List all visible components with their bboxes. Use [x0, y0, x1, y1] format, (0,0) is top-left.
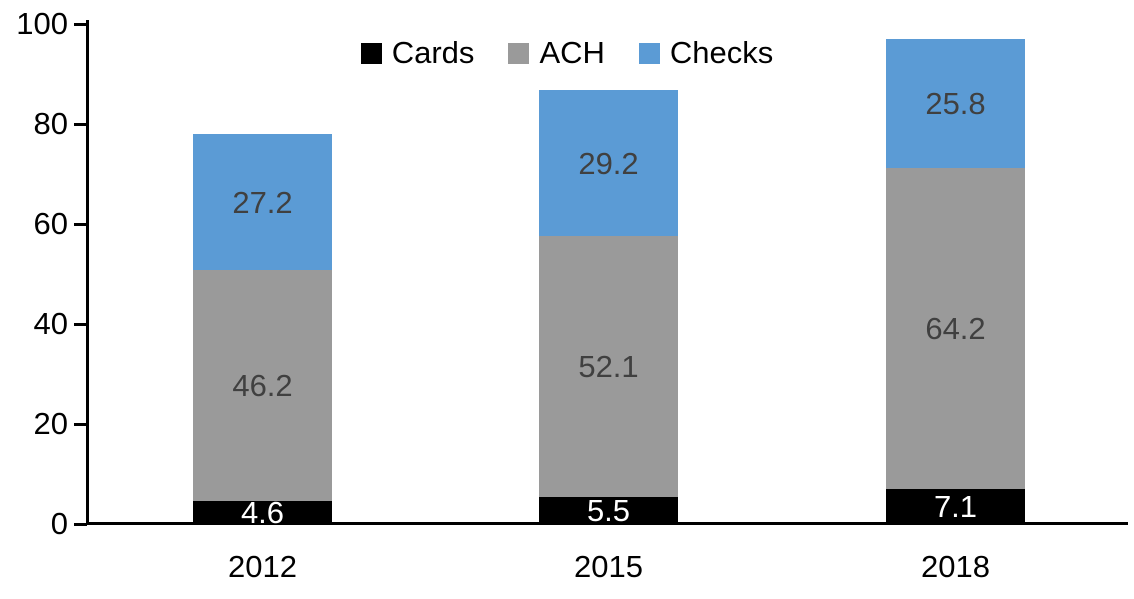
y-axis-tick-label: 0: [50, 506, 68, 541]
data-label: 4.6: [240, 495, 285, 530]
y-axis-tick: [74, 123, 87, 126]
y-axis-tick: [74, 223, 87, 226]
data-label: 52.1: [578, 348, 639, 384]
bar-segment-ach-2015: 52.1: [539, 236, 678, 497]
bar-segment-checks-2015: 29.2: [539, 90, 678, 236]
legend-item-ach: ACH: [508, 35, 605, 70]
y-axis-tick: [74, 523, 87, 526]
y-axis-tick-label: 40: [33, 306, 68, 341]
y-axis-tick: [74, 323, 87, 326]
y-axis-tick-label: 60: [33, 206, 68, 241]
x-axis-category-label: 2015: [574, 549, 643, 584]
y-axis-tick-label: 100: [16, 6, 68, 41]
legend-label-ach: ACH: [539, 35, 605, 70]
bar-2018: 7.1 64.2 25.8: [886, 38, 1025, 524]
legend-label-checks: Checks: [669, 35, 774, 70]
y-axis-tick-label: 80: [33, 106, 68, 141]
bar-2012: 4.6 46.2 27.2: [193, 134, 332, 528]
legend-label-cards: Cards: [391, 35, 475, 70]
data-label: 27.2: [232, 184, 293, 220]
data-label: 5.5: [586, 492, 631, 528]
legend-item-checks: Checks: [638, 35, 774, 70]
legend-swatch-checks: [638, 42, 660, 64]
y-axis-tick: [74, 423, 87, 426]
bar-segment-cards-2015: 5.5: [539, 492, 678, 528]
x-axis-category-label: 2018: [921, 549, 990, 584]
legend-swatch-cards: [360, 42, 382, 64]
y-axis-tick: [74, 23, 87, 26]
data-label: 7.1: [933, 488, 978, 524]
bar-segment-cards-2012: 4.6: [193, 497, 332, 528]
data-label: 25.8: [925, 85, 986, 121]
x-axis-category-label: 2012: [228, 549, 297, 584]
bar-segment-ach-2018: 64.2: [886, 167, 1025, 489]
legend-swatch-ach: [508, 42, 530, 64]
legend-item-cards: Cards: [360, 35, 475, 70]
bar-segment-ach-2012: 46.2: [193, 270, 332, 501]
bar-segment-cards-2018: 7.1: [886, 488, 1025, 524]
bar-segment-checks-2012: 27.2: [193, 134, 332, 270]
y-axis: [86, 20, 89, 525]
bar-2015: 5.5 52.1 29.2: [539, 90, 678, 528]
data-label: 64.2: [925, 310, 986, 346]
data-label: 46.2: [232, 368, 293, 403]
y-axis-tick-label: 20: [33, 406, 68, 441]
data-label: 29.2: [578, 145, 639, 181]
bar-segment-checks-2018: 25.8: [886, 38, 1025, 168]
